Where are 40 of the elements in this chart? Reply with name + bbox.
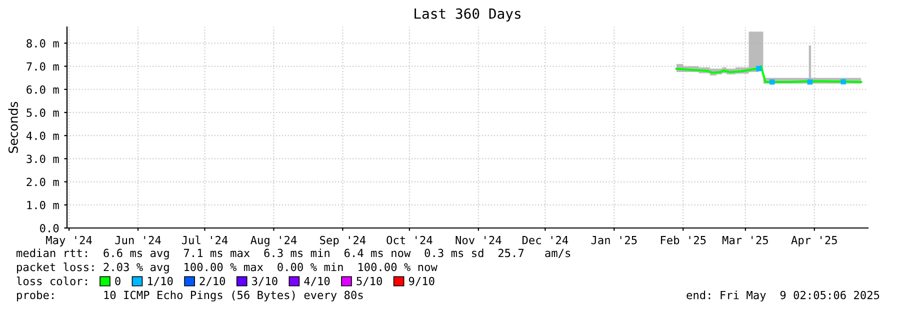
y-tick-label: 1.0 m [27, 200, 59, 210]
chart-title: Last 360 Days [414, 8, 520, 22]
text: median rtt: 6.6 ms avg 7.1 ms max 6.3 ms min 6.4 ms now 0.3 ms sd 25.7 am/s [16, 248, 570, 260]
x-tick-label: Jul '24 [182, 236, 228, 244]
x-tick-label: Apr '25 [791, 236, 837, 246]
text: packet loss: 2.03 % avg 100.00 % max 0.00 % min 100.00 % now [17, 262, 438, 274]
point [769, 79, 775, 85]
x-tick-label: Nov '24 [456, 236, 502, 244]
x-tick-label: Sep '24 [320, 236, 366, 246]
x-tick-label: Dec '24 [522, 236, 568, 244]
y-tick-label: 5.0 m [26, 108, 59, 117]
x-tick-label: Jan '25 [591, 236, 637, 244]
y-tick-label: 7.0 m [26, 62, 59, 71]
text: probe: 10 ICMP Echo Pings (56 Bytes) every 80s [17, 290, 363, 302]
legend-label: 2/10 [200, 276, 226, 286]
x-tick-label: Feb '25 [660, 236, 706, 244]
point [807, 79, 813, 85]
legend-label: 3/10 [252, 276, 278, 286]
y-tick-label: 4.0 m [26, 132, 59, 140]
x-tick-label: Mar '25 [722, 236, 768, 244]
legend-label: 5/10 [356, 276, 382, 286]
y-tick-label: 0.0 [40, 224, 59, 232]
legend-label: 1/10 [148, 276, 173, 286]
legend-label: 0 [115, 276, 120, 286]
y-tick-label: 8.0 m [26, 39, 59, 48]
x-tick-label: Aug '24 [250, 236, 297, 246]
point [840, 79, 846, 84]
text: end: Fri May 9 02:05:06 2025 [686, 290, 880, 302]
x-tick-label: Jun '24 [115, 236, 161, 244]
x-tick-label: May '24 [46, 236, 92, 246]
x-tick-label: Oct '24 [386, 236, 432, 244]
legend-label: 4/10 [304, 276, 330, 286]
legend-label: 9/10 [408, 276, 434, 286]
y-tick-label: 3.0 m [26, 154, 59, 164]
line-series [675, 65, 862, 84]
y-tick-label: 2.0 m [26, 178, 59, 186]
y-tick-label: 6.0 m [26, 85, 59, 94]
y-axis-title: Seconds [8, 102, 18, 153]
legend-title: loss color: [16, 276, 87, 286]
point [756, 66, 762, 72]
